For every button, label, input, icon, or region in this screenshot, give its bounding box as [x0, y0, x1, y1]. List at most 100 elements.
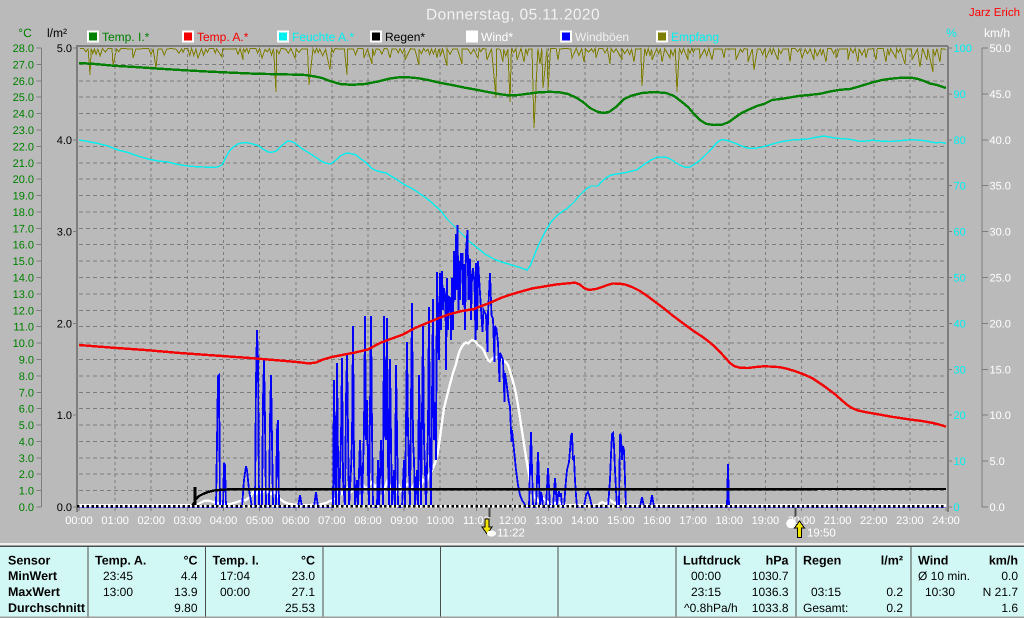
svg-text:15.0: 15.0: [990, 364, 1011, 376]
svg-text:0.0: 0.0: [1001, 569, 1018, 583]
svg-text:0.0: 0.0: [57, 502, 72, 514]
svg-text:1.0: 1.0: [57, 410, 72, 422]
svg-text:°C: °C: [183, 554, 197, 568]
svg-text:6.0: 6.0: [19, 404, 34, 416]
svg-text:Donnerstag, 05.11.2020: Donnerstag, 05.11.2020: [426, 7, 600, 24]
svg-text:90: 90: [954, 89, 966, 101]
svg-text:1033.8: 1033.8: [752, 601, 789, 615]
svg-text:50: 50: [954, 273, 966, 285]
svg-text:1.0: 1.0: [19, 486, 34, 498]
svg-text:km/h: km/h: [984, 26, 1010, 40]
svg-text:4.0: 4.0: [19, 436, 34, 448]
svg-text:11:00: 11:00: [463, 515, 490, 527]
svg-text:MaxWert: MaxWert: [8, 585, 61, 599]
svg-text:Regen*: Regen*: [385, 30, 425, 44]
svg-text:19:00: 19:00: [752, 515, 780, 527]
svg-text:24:00: 24:00: [932, 515, 960, 527]
svg-text:Durchschnitt: Durchschnitt: [8, 601, 86, 615]
svg-text:23.0: 23.0: [292, 569, 316, 583]
svg-text:10:30: 10:30: [925, 585, 955, 599]
svg-text:3.0: 3.0: [57, 227, 72, 239]
svg-text:19:50: 19:50: [807, 528, 836, 540]
svg-text:04:00: 04:00: [210, 515, 238, 527]
svg-text:22.0: 22.0: [13, 141, 34, 153]
svg-text:Jarz Erich: Jarz Erich: [969, 7, 1020, 19]
svg-text:18:00: 18:00: [715, 515, 743, 527]
svg-text:35.0: 35.0: [990, 181, 1011, 193]
svg-text:40: 40: [954, 318, 966, 330]
svg-text:00:00: 00:00: [220, 585, 250, 599]
svg-text:25.0: 25.0: [13, 92, 34, 104]
svg-text:2.0: 2.0: [19, 469, 34, 481]
svg-text:3.0: 3.0: [19, 453, 34, 465]
svg-text:26.0: 26.0: [13, 76, 34, 88]
svg-text:10: 10: [954, 456, 966, 468]
svg-text:Temp. I.*: Temp. I.*: [102, 30, 150, 44]
svg-text:Temp. I.: Temp. I.: [213, 554, 259, 568]
svg-text:17.0: 17.0: [13, 223, 34, 235]
svg-text:01:00: 01:00: [101, 515, 129, 527]
svg-text:15.0: 15.0: [13, 256, 34, 268]
svg-text:Gesamt:: Gesamt:: [803, 601, 848, 615]
svg-text:^0.8hPa/h: ^0.8hPa/h: [684, 601, 738, 615]
svg-text:21.0: 21.0: [13, 158, 34, 170]
svg-text:5.0: 5.0: [990, 456, 1005, 468]
svg-text:10.0: 10.0: [990, 410, 1011, 422]
svg-text:11.0: 11.0: [13, 322, 34, 334]
svg-text:30.0: 30.0: [990, 227, 1011, 239]
svg-text:15:00: 15:00: [607, 515, 635, 527]
svg-text:Empfang: Empfang: [671, 30, 719, 44]
svg-text:N 21.7: N 21.7: [983, 585, 1019, 599]
svg-text:0: 0: [954, 502, 960, 514]
svg-text:07:00: 07:00: [318, 515, 346, 527]
svg-text:00:00: 00:00: [65, 515, 93, 527]
svg-text:23.0: 23.0: [13, 125, 34, 137]
svg-text:20: 20: [954, 410, 966, 422]
svg-text:Regen: Regen: [803, 554, 841, 568]
svg-text:100: 100: [954, 43, 972, 55]
svg-text:23:00: 23:00: [896, 515, 924, 527]
svg-text:03:15: 03:15: [811, 585, 841, 599]
svg-text:60: 60: [954, 227, 966, 239]
svg-text:Sensor: Sensor: [8, 554, 51, 568]
svg-text:09:00: 09:00: [390, 515, 418, 527]
svg-text:4.0: 4.0: [57, 135, 72, 147]
svg-text:17:00: 17:00: [679, 515, 707, 527]
svg-text:hPa: hPa: [766, 554, 790, 568]
svg-text:8.0: 8.0: [19, 371, 34, 383]
svg-text:45.0: 45.0: [990, 89, 1011, 101]
svg-text:Temp. A.: Temp. A.: [95, 554, 146, 568]
svg-text:%: %: [946, 26, 957, 40]
svg-text:1.6: 1.6: [1001, 601, 1018, 615]
svg-text:Ø 10 min.: Ø 10 min.: [918, 569, 970, 583]
svg-text:13:00: 13:00: [535, 515, 563, 527]
svg-text:10:00: 10:00: [426, 515, 454, 527]
svg-text:km/h: km/h: [989, 554, 1018, 568]
svg-text:14:00: 14:00: [571, 515, 599, 527]
svg-text:1036.3: 1036.3: [752, 585, 789, 599]
svg-text:06:00: 06:00: [282, 515, 310, 527]
svg-text:2.0: 2.0: [57, 318, 72, 330]
svg-text:20.0: 20.0: [990, 318, 1011, 330]
svg-text:Wind: Wind: [918, 554, 948, 568]
svg-text:16.0: 16.0: [13, 240, 34, 252]
svg-text:4.4: 4.4: [181, 569, 198, 583]
svg-text:Wind*: Wind*: [481, 30, 513, 44]
svg-text:0.0: 0.0: [990, 502, 1005, 514]
svg-text:16:00: 16:00: [643, 515, 671, 527]
svg-text:°C: °C: [301, 554, 315, 568]
svg-text:17:04: 17:04: [220, 569, 250, 583]
svg-text:03:00: 03:00: [174, 515, 202, 527]
svg-text:70: 70: [954, 181, 966, 193]
svg-text:l/m²: l/m²: [881, 554, 903, 568]
svg-text:1030.7: 1030.7: [752, 569, 789, 583]
svg-text:12:00: 12:00: [499, 515, 527, 527]
svg-text:0.0: 0.0: [19, 502, 34, 514]
svg-text:Windböen: Windböen: [575, 30, 629, 44]
svg-text:25.0: 25.0: [990, 273, 1011, 285]
svg-text:9.80: 9.80: [174, 601, 198, 615]
svg-text:23:45: 23:45: [103, 569, 133, 583]
svg-text:25.53: 25.53: [285, 601, 315, 615]
svg-text:13:00: 13:00: [103, 585, 133, 599]
svg-text:19.0: 19.0: [13, 191, 34, 203]
